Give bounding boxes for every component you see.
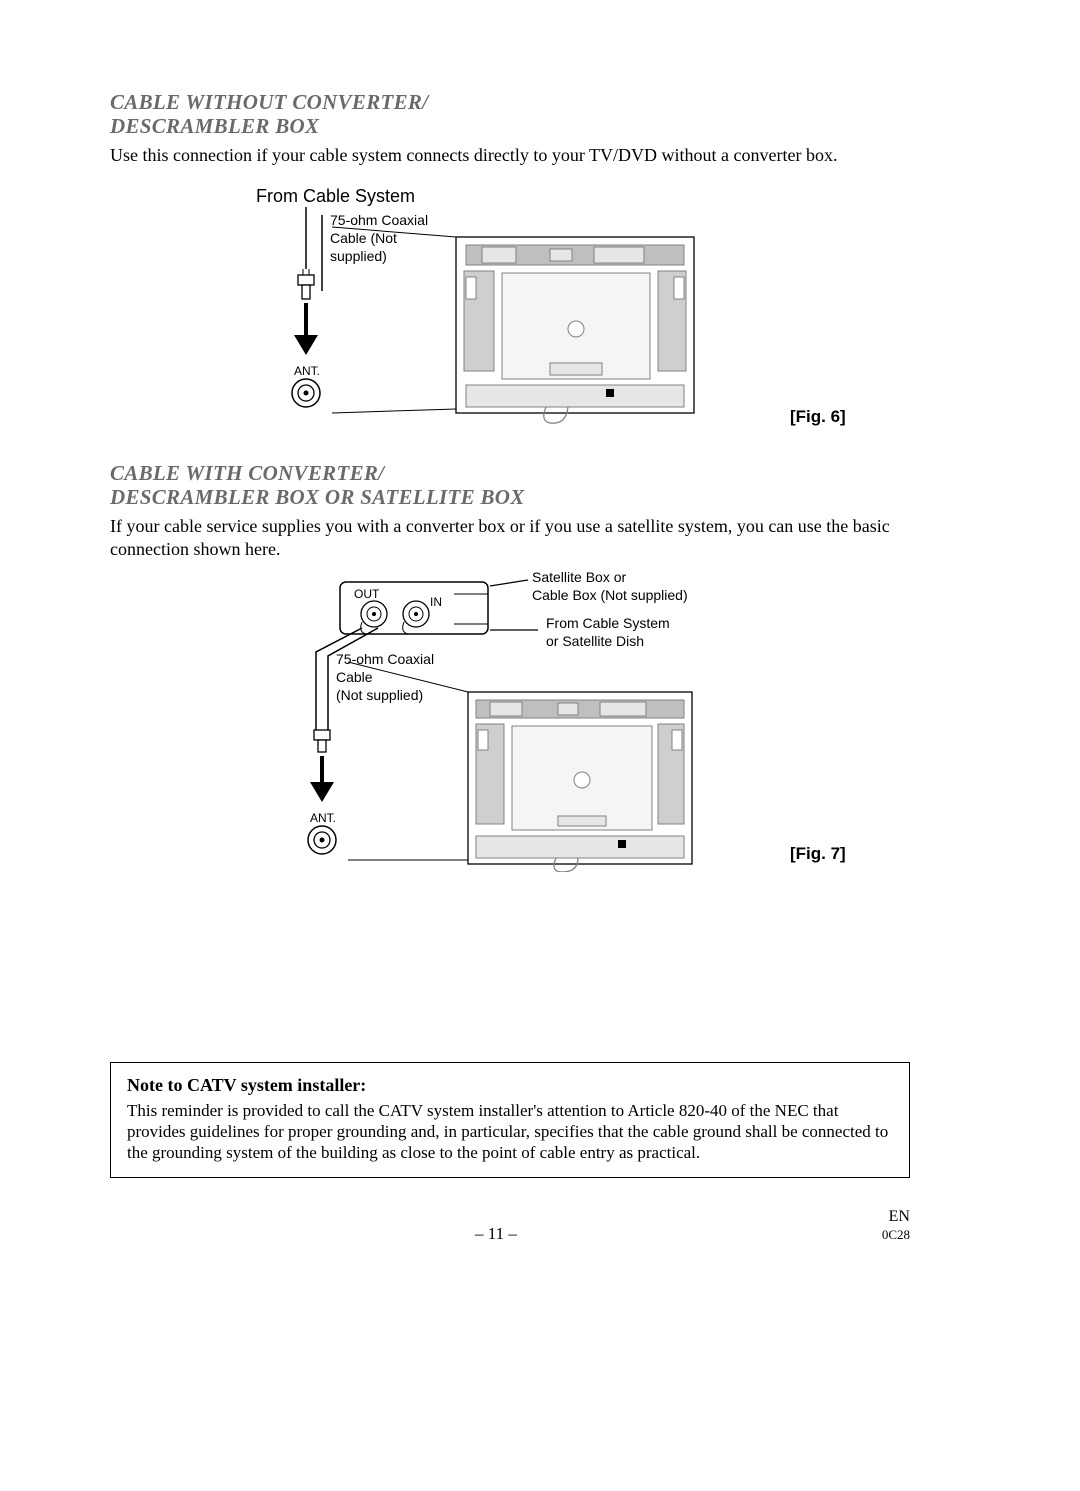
section2-body: If your cable service supplies you with … <box>110 515 970 562</box>
arrow-down-icon <box>310 756 334 802</box>
converter-box-icon: OUT IN <box>340 582 488 634</box>
section1-heading: CABLE WITHOUT CONVERTER/ DESCRAMBLER BOX <box>110 90 970 138</box>
coax-plug-icon <box>298 219 314 299</box>
figure-6: From Cable System 75-ohm Coaxial Cable (… <box>250 186 970 437</box>
fig7-diagram: OUT IN Satellite Box or Cable Box (Not s… <box>300 572 780 872</box>
fig7-out: OUT <box>354 587 380 601</box>
ant-port-icon <box>308 826 336 854</box>
fig6-ant-label: ANT. <box>294 364 320 378</box>
fig7-from-l1: From Cable System <box>546 615 670 631</box>
coax-plug-icon <box>314 730 330 752</box>
fig7-satbox-l2: Cable Box (Not supplied) <box>532 587 688 603</box>
fig6-cable-l3: supplied) <box>330 248 387 264</box>
section1-body: Use this connection if your cable system… <box>110 144 970 167</box>
section1-heading-l2: DESCRAMBLER BOX <box>110 114 319 138</box>
fig6-label: [Fig. 6] <box>790 407 846 427</box>
section2-heading-l1: CABLE WITH CONVERTER/ <box>110 461 384 485</box>
fig6-cable-l1: 75-ohm Coaxial <box>330 212 428 228</box>
fig7-label: [Fig. 7] <box>790 844 846 864</box>
section1-heading-l1: CABLE WITHOUT CONVERTER/ <box>110 90 428 114</box>
footer-code: 0C28 <box>882 1227 910 1242</box>
note-body: This reminder is provided to call the CA… <box>127 1100 893 1164</box>
catv-note-box: Note to CATV system installer: This remi… <box>110 1062 910 1179</box>
footer-lang: EN <box>889 1208 910 1225</box>
tv-back-icon <box>468 692 692 872</box>
page-number: – 11 – <box>475 1224 517 1244</box>
fig6-source-label: From Cable System <box>256 186 970 207</box>
note-title: Note to CATV system installer: <box>127 1075 893 1096</box>
tv-back-icon <box>456 237 694 423</box>
fig6-cable-l2: Cable (Not <box>330 230 397 246</box>
figure-7: OUT IN Satellite Box or Cable Box (Not s… <box>300 572 970 872</box>
fig6-diagram: 75-ohm Coaxial Cable (Not supplied) ANT. <box>250 207 750 437</box>
section2-heading: CABLE WITH CONVERTER/ DESCRAMBLER BOX OR… <box>110 461 970 509</box>
fig7-satbox-l1: Satellite Box or <box>532 572 626 585</box>
fig7-cable-l1: 75-ohm Coaxial <box>336 651 434 667</box>
arrow-down-icon <box>294 303 318 355</box>
fig7-cable-l3: (Not supplied) <box>336 687 423 703</box>
fig7-from-l2: or Satellite Dish <box>546 633 644 649</box>
fig7-cable-l2: Cable <box>336 669 373 685</box>
page-footer: – 11 – EN 0C28 <box>110 1208 910 1243</box>
ant-port-icon <box>292 379 320 407</box>
fig7-in: IN <box>430 595 442 609</box>
section2-heading-l2: DESCRAMBLER BOX OR SATELLITE BOX <box>110 485 525 509</box>
fig7-ant-label: ANT. <box>310 811 336 825</box>
